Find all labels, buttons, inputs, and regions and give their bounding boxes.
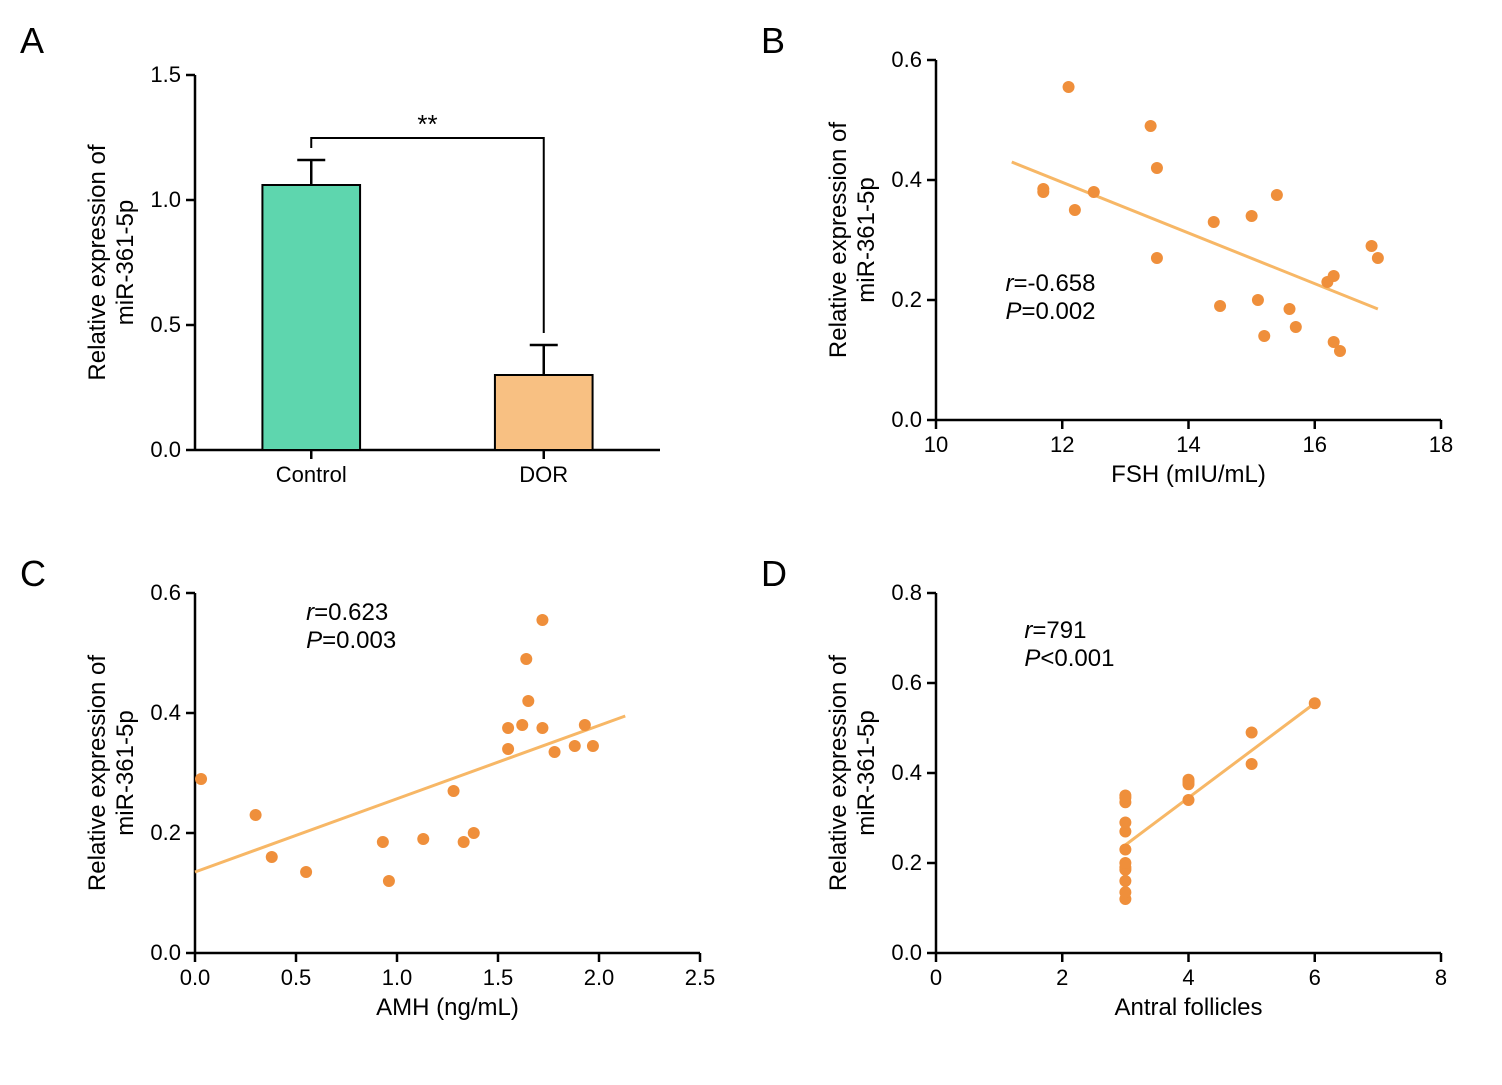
svg-text:12: 12 (1050, 432, 1074, 457)
svg-text:**: ** (417, 109, 437, 139)
figure-grid: A 0.0 0.5 1.0 1.5 Control DOR ** Relative expre… (20, 20, 1482, 1065)
svg-text:Relative expression of: Relative expression of (84, 654, 111, 890)
svg-text:0.2: 0.2 (891, 850, 922, 875)
panel-a: A 0.0 0.5 1.0 1.5 Control DOR ** Relative expre… (20, 20, 741, 533)
svg-text:0.0: 0.0 (180, 965, 211, 990)
svg-text:Relative expression of: Relative expression of (825, 654, 852, 890)
svg-text:0.6: 0.6 (150, 580, 181, 605)
svg-text:FSH (mIU/mL): FSH (mIU/mL) (1111, 461, 1266, 488)
svg-text:AMH (ng/mL): AMH (ng/mL) (376, 994, 519, 1021)
panel-a-label: A (20, 20, 44, 62)
svg-text:1.5: 1.5 (483, 965, 514, 990)
svg-text:P=0.002: P=0.002 (1005, 298, 1095, 325)
panel-d-chart: 0.0 0.2 0.4 0.6 0.8 0 2 4 6 8 Antral follicles Rela… (761, 553, 1481, 1063)
svg-text:r=791: r=791 (1024, 617, 1086, 644)
svg-text:2: 2 (1056, 965, 1068, 990)
svg-text:1.0: 1.0 (382, 965, 413, 990)
svg-text:18: 18 (1429, 432, 1453, 457)
svg-text:2.5: 2.5 (685, 965, 716, 990)
svg-text:miR-361-5p: miR-361-5p (112, 710, 139, 835)
svg-text:0.0: 0.0 (150, 437, 181, 462)
panel-d-label: D (761, 553, 787, 595)
panel-b-label: B (761, 20, 785, 62)
svg-text:r=-0.658: r=-0.658 (1005, 270, 1095, 297)
svg-text:r=0.623: r=0.623 (306, 599, 388, 626)
svg-text:0.8: 0.8 (891, 580, 922, 605)
svg-text:miR-361-5p: miR-361-5p (112, 200, 139, 325)
svg-text:0.5: 0.5 (281, 965, 312, 990)
svg-text:Antral follicles: Antral follicles (1114, 994, 1262, 1021)
svg-text:8: 8 (1435, 965, 1447, 990)
svg-text:0.0: 0.0 (891, 940, 922, 965)
svg-text:2.0: 2.0 (584, 965, 615, 990)
panel-c-label: C (20, 553, 46, 595)
panel-b: B 0.0 0.2 0.4 0.6 10 12 14 16 18 FSH (mIU/mL) Rela… (761, 20, 1482, 533)
svg-text:Relative expression of: Relative expression of (825, 122, 852, 358)
svg-text:1.0: 1.0 (150, 187, 181, 212)
svg-text:1.5: 1.5 (150, 62, 181, 87)
svg-text:miR-361-5p: miR-361-5p (853, 710, 880, 835)
svg-text:0.0: 0.0 (150, 940, 181, 965)
svg-text:4: 4 (1182, 965, 1194, 990)
svg-text:0.2: 0.2 (150, 820, 181, 845)
svg-text:P<0.001: P<0.001 (1024, 645, 1114, 672)
svg-text:0.6: 0.6 (891, 47, 922, 72)
svg-text:0.2: 0.2 (891, 287, 922, 312)
svg-text:Control: Control (276, 462, 347, 487)
svg-text:Relative expression of: Relative expression of (84, 144, 111, 380)
svg-text:10: 10 (924, 432, 948, 457)
svg-text:0.6: 0.6 (891, 670, 922, 695)
svg-text:0.5: 0.5 (150, 312, 181, 337)
panel-a-chart: 0.0 0.5 1.0 1.5 Control DOR ** Relative express… (20, 20, 740, 530)
svg-text:0.4: 0.4 (891, 167, 922, 192)
panel-b-chart: 0.0 0.2 0.4 0.6 10 12 14 16 18 FSH (mIU/mL) Relati… (761, 20, 1481, 530)
svg-text:DOR: DOR (519, 462, 568, 487)
svg-text:14: 14 (1176, 432, 1200, 457)
panel-c: C 0.0 0.2 0.4 0.6 0.0 0.5 1.0 1.5 2.0 2.5 AMH (ng/… (20, 553, 741, 1066)
panel-d: D 0.0 0.2 0.4 0.6 0.8 0 2 4 6 8 Antral follicles Re… (761, 553, 1482, 1066)
svg-text:0.4: 0.4 (891, 760, 922, 785)
svg-text:0: 0 (930, 965, 942, 990)
svg-text:0.4: 0.4 (150, 700, 181, 725)
svg-text:P=0.003: P=0.003 (306, 627, 396, 654)
svg-text:miR-361-5p: miR-361-5p (853, 177, 880, 302)
panel-c-chart: 0.0 0.2 0.4 0.6 0.0 0.5 1.0 1.5 2.0 2.5 AMH (ng/mL… (20, 553, 740, 1063)
svg-text:0.0: 0.0 (891, 407, 922, 432)
svg-text:16: 16 (1303, 432, 1327, 457)
svg-text:6: 6 (1309, 965, 1321, 990)
